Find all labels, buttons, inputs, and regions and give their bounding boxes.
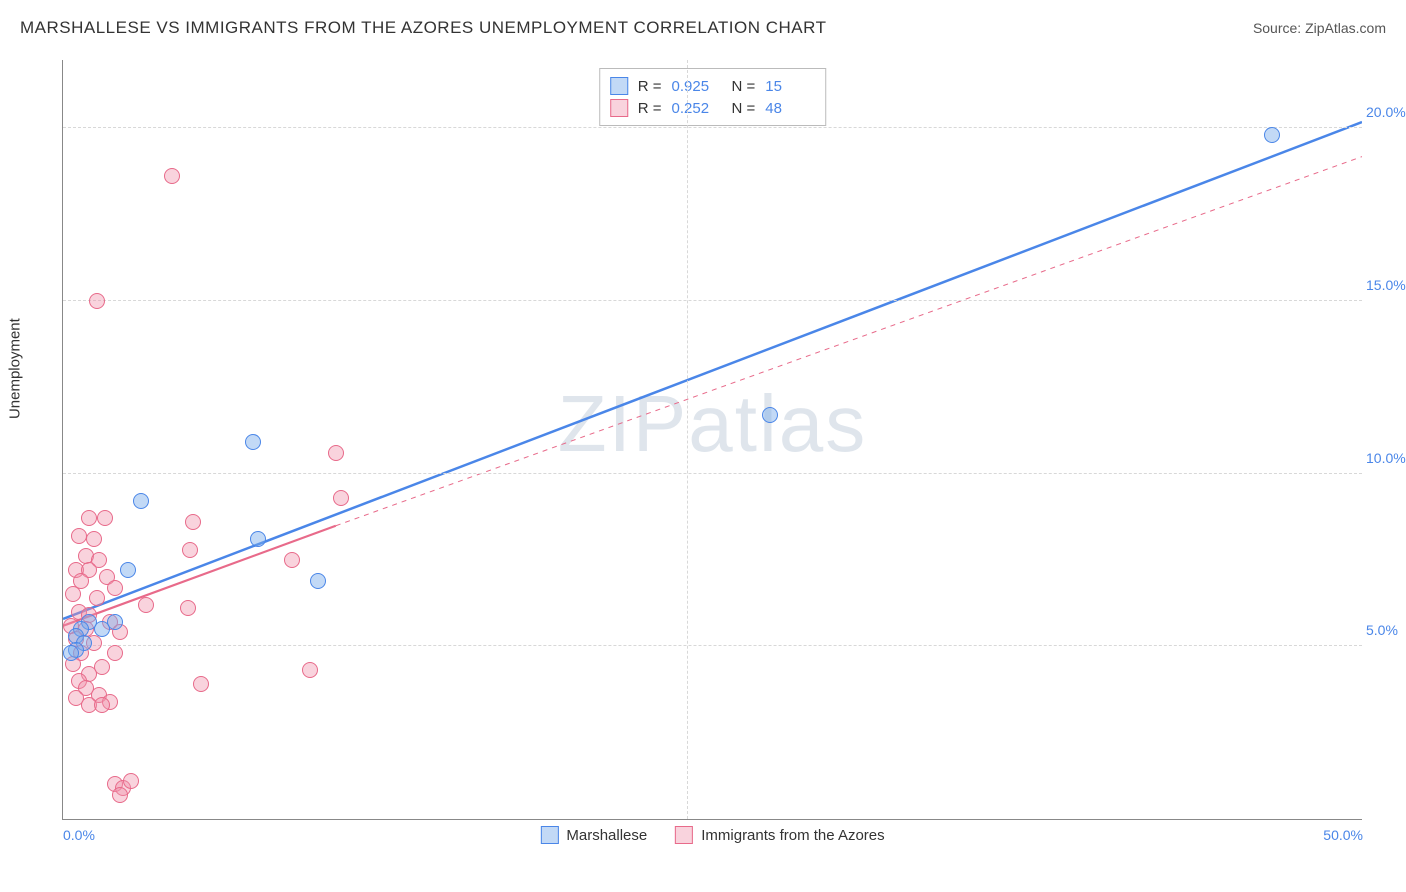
legend-label-pink: Immigrants from the Azores [701,827,884,844]
bottom-legend: Marshallese Immigrants from the Azores [540,826,884,844]
r-label: R = [638,100,662,117]
swatch-pink [675,826,693,844]
data-point-pink [193,676,209,692]
data-point-blue [133,493,149,509]
data-point-pink [65,586,81,602]
data-point-pink [112,787,128,803]
data-point-pink [328,445,344,461]
data-point-pink [94,697,110,713]
data-point-pink [107,645,123,661]
gridline-v [687,60,688,819]
data-point-blue [63,645,79,661]
data-point-pink [182,542,198,558]
data-point-pink [71,528,87,544]
n-label: N = [732,78,756,95]
source-prefix: Source: [1253,20,1305,36]
watermark: ZIPatlas [558,378,867,470]
source-attribution: Source: ZipAtlas.com [1253,20,1386,36]
data-point-pink [89,293,105,309]
swatch-pink [610,99,628,117]
y-tick-label: 15.0% [1366,277,1406,293]
y-tick-label: 10.0% [1366,450,1406,466]
plot-area: ZIPatlas R = 0.925 N = 15 R = 0.252 N = … [62,60,1362,820]
x-tick-label: 0.0% [63,827,95,843]
legend-item-blue: Marshallese [540,826,647,844]
chart-title: MARSHALLESE VS IMMIGRANTS FROM THE AZORE… [20,18,826,38]
data-point-blue [1264,127,1280,143]
n-value-blue: 15 [765,78,815,95]
x-tick-label: 50.0% [1323,827,1363,843]
data-point-pink [185,514,201,530]
data-point-pink [180,600,196,616]
gridline-h [63,645,1362,646]
y-tick-label: 5.0% [1366,622,1406,638]
data-point-pink [138,597,154,613]
y-tick-label: 20.0% [1366,104,1406,120]
stats-row-blue: R = 0.925 N = 15 [610,75,816,97]
data-point-pink [107,580,123,596]
gridline-h [63,300,1362,301]
r-value-pink: 0.252 [672,100,722,117]
gridline-h [63,127,1362,128]
data-point-blue [245,434,261,450]
source-name: ZipAtlas.com [1305,20,1386,36]
y-axis-label: Unemployment [7,318,24,419]
r-label: R = [638,78,662,95]
r-value-blue: 0.925 [672,78,722,95]
gridline-h [63,473,1362,474]
data-point-pink [333,490,349,506]
data-point-pink [97,510,113,526]
data-point-pink [89,590,105,606]
swatch-blue [540,826,558,844]
data-point-pink [86,531,102,547]
n-value-pink: 48 [765,100,815,117]
data-point-pink [302,662,318,678]
data-point-blue [94,621,110,637]
chart-container: Unemployment ZIPatlas R = 0.925 N = 15 R… [20,50,1386,872]
data-point-blue [120,562,136,578]
legend-label-blue: Marshallese [566,827,647,844]
data-point-pink [284,552,300,568]
chart-header: MARSHALLESE VS IMMIGRANTS FROM THE AZORE… [0,0,1406,46]
stats-row-pink: R = 0.252 N = 48 [610,97,816,119]
data-point-blue [250,531,266,547]
swatch-blue [610,77,628,95]
data-point-pink [81,510,97,526]
stats-legend-box: R = 0.925 N = 15 R = 0.252 N = 48 [599,68,827,126]
data-point-pink [123,773,139,789]
legend-item-pink: Immigrants from the Azores [675,826,884,844]
data-point-blue [762,407,778,423]
n-label: N = [732,100,756,117]
data-point-blue [310,573,326,589]
data-point-pink [164,168,180,184]
